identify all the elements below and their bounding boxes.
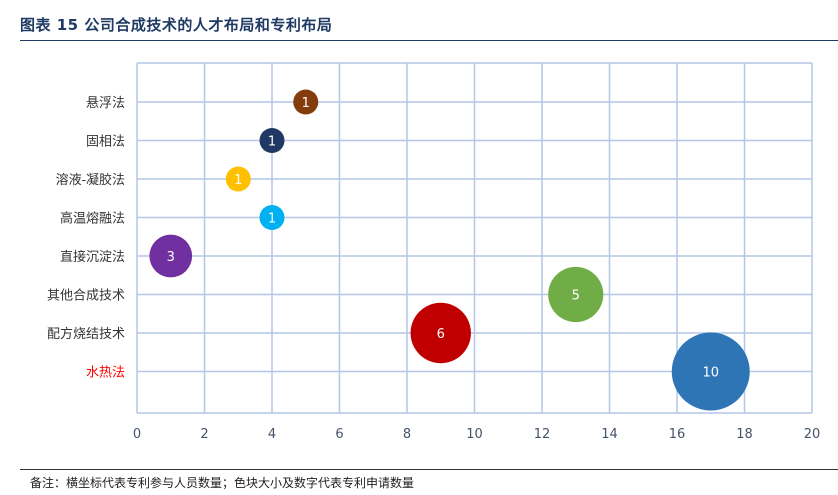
bubble-label-5: 5 bbox=[572, 289, 580, 304]
y-category-label-2: 溶液-凝胶法 bbox=[56, 172, 125, 188]
y-category-label-0: 悬浮法 bbox=[86, 96, 125, 111]
x-tick-label-4: 8 bbox=[403, 427, 411, 442]
bubble-layer: 1 1 1 1 3 5 6 10 bbox=[149, 89, 750, 411]
y-category-label-5: 其他合成技术 bbox=[47, 289, 125, 304]
x-tick-label-0: 0 bbox=[133, 427, 141, 442]
bubble-0 bbox=[293, 89, 319, 115]
y-category-label-3: 高温熔融法 bbox=[60, 211, 125, 227]
x-tick-label-9: 18 bbox=[736, 427, 753, 442]
bubble-4 bbox=[149, 234, 193, 278]
bubble-label-3: 1 bbox=[268, 212, 276, 227]
x-tick-label-2: 4 bbox=[268, 427, 276, 442]
bubble-5 bbox=[548, 266, 604, 323]
bubble-label-1: 1 bbox=[268, 135, 276, 150]
bubble-7 bbox=[671, 332, 750, 411]
title-rule bbox=[20, 40, 838, 41]
x-tick-labels: 0 2 4 6 8 10 12 14 16 18 20 bbox=[133, 427, 820, 442]
x-tick-label-3: 6 bbox=[335, 427, 343, 442]
x-tick-label-8: 16 bbox=[669, 427, 686, 442]
y-category-label-6: 配方烧结技术 bbox=[47, 326, 125, 342]
x-tick-label-1: 2 bbox=[200, 427, 208, 442]
bubble-label-2: 1 bbox=[234, 173, 242, 188]
y-category-label-7: 水热法 bbox=[86, 366, 125, 381]
note-rule bbox=[20, 469, 838, 470]
y-category-label-4: 直接沉淀法 bbox=[60, 249, 125, 265]
bubble-1 bbox=[259, 128, 285, 153]
y-category-label-1: 固相法 bbox=[86, 135, 125, 150]
bubble-3 bbox=[259, 205, 285, 230]
bubble-label-7: 10 bbox=[702, 366, 719, 381]
bubble-2 bbox=[225, 166, 251, 192]
figure-title: 图表 15 公司合成技术的人才布局和专利布局 bbox=[20, 16, 333, 34]
x-tick-label-5: 10 bbox=[466, 427, 483, 442]
x-tick-label-6: 12 bbox=[534, 427, 551, 442]
bubble-6 bbox=[410, 302, 471, 364]
x-tick-label-10: 20 bbox=[804, 427, 821, 442]
bubble-label-0: 1 bbox=[302, 96, 310, 111]
bubble-label-6: 6 bbox=[437, 327, 445, 342]
x-tick-label-7: 14 bbox=[601, 427, 618, 442]
bubble-label-4: 3 bbox=[167, 250, 175, 265]
figure-note: 备注：横坐标代表专利参与人员数量；色块大小及数字代表专利申请数量 bbox=[30, 476, 415, 490]
